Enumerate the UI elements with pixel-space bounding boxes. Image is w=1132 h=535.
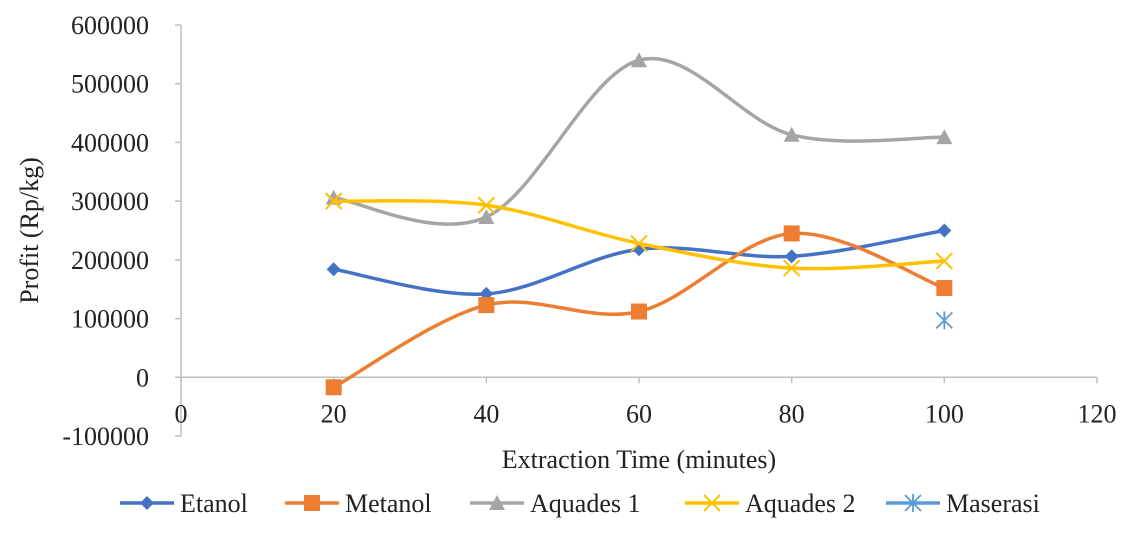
axes — [180, 25, 1097, 436]
y-tick-label: 200000 — [71, 246, 149, 275]
legend-item-etanol: Etanol — [120, 489, 248, 518]
y-tick-label: 300000 — [71, 187, 149, 216]
data-point-aquades-1 — [936, 129, 953, 145]
legend-item-metanol: Metanol — [285, 489, 432, 518]
series-layer — [324, 52, 954, 396]
series-line-aquades-1 — [331, 56, 947, 226]
data-point-aquades-1 — [783, 126, 800, 142]
data-point-aquades-2 — [324, 192, 343, 210]
data-point-metanol — [783, 225, 800, 242]
y-tick-label: 500000 — [71, 70, 149, 99]
series-etanol — [326, 223, 952, 301]
data-point-aquades-2 — [782, 259, 801, 277]
legend-label: Etanol — [180, 489, 248, 518]
y-tick-label: -100000 — [62, 422, 149, 451]
data-point-etanol — [326, 262, 341, 277]
series-line-etanol — [331, 228, 947, 296]
legend-swatch-marker — [304, 495, 320, 511]
legend-swatch-marker — [140, 496, 154, 510]
series-aquades-2 — [324, 192, 954, 277]
x-tick-label: 100 — [925, 399, 964, 428]
x-tick-label: 80 — [779, 399, 805, 428]
x-tick-label: 20 — [321, 399, 347, 428]
legend-label: Maserasi — [946, 489, 1040, 518]
data-point-maserasi — [935, 311, 953, 330]
data-point-etanol — [784, 249, 799, 264]
legend-item-aquades-2: Aquades 2 — [685, 489, 855, 518]
data-point-aquades-1 — [478, 208, 495, 224]
data-point-aquades-2 — [935, 252, 954, 270]
data-point-metanol — [936, 280, 953, 297]
y-tick-label: 0 — [136, 363, 149, 392]
x-tick-label: 120 — [1078, 399, 1117, 428]
x-tick-label: 40 — [473, 399, 499, 428]
legend-label: Aquades 2 — [745, 489, 855, 518]
data-point-metanol — [478, 297, 495, 314]
series-aquades-1 — [325, 52, 953, 226]
series-metanol — [325, 225, 953, 396]
x-axis-title: Extraction Time (minutes) — [502, 445, 776, 474]
data-point-aquades-1 — [631, 52, 647, 68]
data-point-etanol — [937, 223, 952, 238]
x-tick-labels: 0 20 40 60 80 100 120 — [175, 377, 1117, 428]
x-tick-label: 0 — [175, 399, 188, 428]
legend-item-aquades-1: Aquades 1 — [470, 489, 640, 518]
series-maserasi — [935, 311, 953, 330]
legend-swatch-marker — [904, 494, 922, 512]
y-tick-labels: -100000 0 100000 200000 300000 400000 500000 60… — [62, 11, 181, 451]
y-tick-label: 600000 — [71, 11, 149, 40]
legend-label: Aquades 1 — [530, 489, 640, 518]
data-point-metanol — [631, 303, 647, 320]
series-line-aquades-2 — [331, 199, 947, 271]
legend-label: Metanol — [345, 489, 432, 518]
y-tick-label: 100000 — [71, 305, 149, 334]
legend: Etanol Metanol Aquades 1 Aquades 2 Maserasi — [120, 489, 1040, 518]
legend-swatch-marker — [703, 494, 721, 512]
x-tick-label: 60 — [626, 399, 652, 428]
data-point-metanol — [325, 379, 342, 396]
data-point-aquades-2 — [477, 196, 496, 214]
legend-item-maserasi: Maserasi — [886, 489, 1040, 518]
y-tick-label: 400000 — [71, 128, 149, 157]
y-axis-title: Profit (Rp/kg) — [15, 157, 44, 304]
data-point-aquades-2 — [630, 234, 648, 253]
legend-swatch-marker — [489, 495, 505, 510]
